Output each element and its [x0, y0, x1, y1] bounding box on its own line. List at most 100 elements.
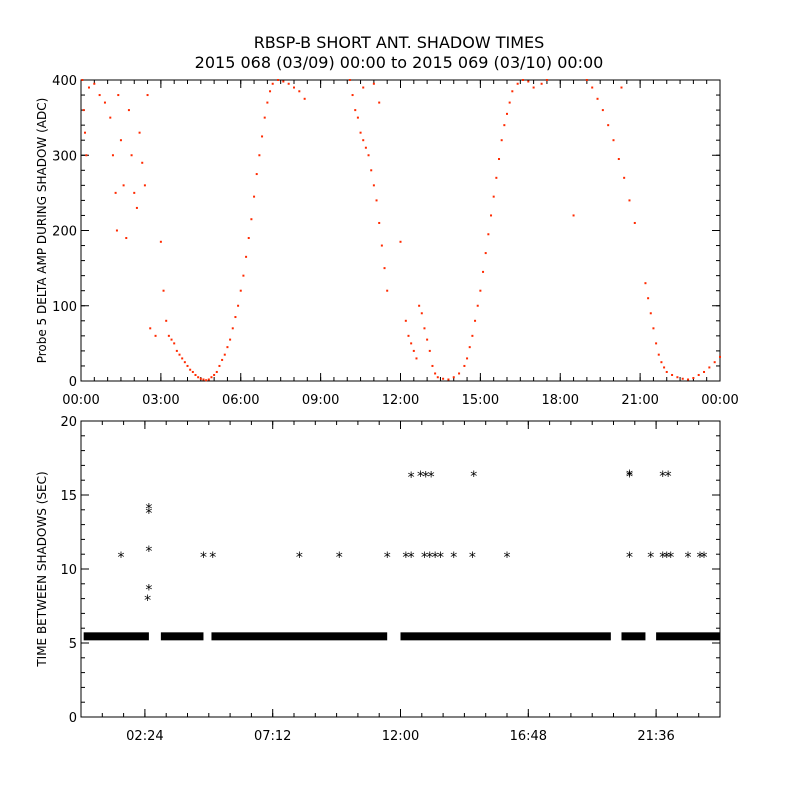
top-data-point — [303, 97, 306, 100]
top-data-point — [423, 327, 426, 330]
bottom-data-point: * — [117, 550, 124, 566]
top-data-point — [503, 124, 506, 127]
top-data-point — [119, 139, 122, 142]
top-data-point — [420, 312, 423, 315]
bottom-data-point: * — [659, 550, 666, 566]
top-data-point — [247, 237, 250, 240]
top-y-tick-label: 100 — [52, 300, 77, 315]
top-data-point — [521, 79, 524, 81]
top-data-point — [135, 206, 138, 209]
top-scatter-plot: 00:00 03:00 06:00 09:00 12:00 15:00 18:00 21:00… — [35, 74, 739, 408]
top-data-point — [471, 334, 474, 337]
top-x-tick-label: 03:00 — [142, 393, 179, 408]
bottom-data-point: * — [626, 470, 633, 486]
bottom-baseline-band — [621, 632, 646, 641]
top-data-point — [708, 366, 711, 369]
top-data-point — [111, 154, 114, 157]
chart-title-line2: 2015 068 (03/09) 00:00 to 2015 069 (03/1… — [195, 53, 604, 72]
top-data-point — [665, 370, 668, 373]
top-data-point — [623, 176, 626, 179]
top-data-point — [130, 154, 133, 157]
top-data-point — [194, 373, 197, 376]
bottom-data-point: * — [469, 550, 476, 566]
top-data-point — [490, 214, 493, 217]
bottom-data-point: * — [145, 583, 152, 599]
top-data-point — [713, 361, 716, 364]
top-data-point — [173, 342, 176, 345]
top-data-point — [652, 327, 655, 330]
bottom-baseline-band — [656, 632, 720, 641]
top-data-point — [197, 376, 200, 379]
top-data-point — [367, 154, 370, 157]
top-data-point — [585, 79, 588, 81]
top-data-point — [348, 79, 351, 81]
top-x-tick-label: 15:00 — [462, 393, 499, 408]
top-data-point — [383, 267, 386, 270]
top-data-point — [596, 97, 599, 100]
top-data-point — [159, 240, 162, 243]
top-y-axis-label: Probe 5 DELTA AMP DURING SHADOW (ADC) — [35, 98, 49, 364]
top-data-point — [245, 255, 248, 258]
top-data-point — [81, 79, 84, 81]
top-data-point — [511, 90, 514, 93]
top-data-point — [482, 270, 485, 273]
top-data-point — [612, 139, 615, 142]
bottom-baseline-band — [400, 632, 611, 641]
top-x-tick-label: 00:00 — [62, 393, 99, 408]
top-x-tick-label: 09:00 — [302, 393, 339, 408]
top-data-point — [170, 338, 173, 341]
top-data-point — [540, 82, 543, 85]
top-data-point — [545, 79, 548, 81]
top-data-point — [215, 370, 218, 373]
top-data-point — [221, 358, 224, 361]
bottom-data-point: * — [450, 550, 457, 566]
top-data-point — [162, 289, 165, 292]
top-data-point — [218, 364, 221, 367]
top-data-point — [271, 82, 274, 85]
bottom-data-point: * — [685, 550, 692, 566]
bottom-data-point: * — [626, 550, 633, 566]
top-data-point — [617, 158, 620, 161]
top-data-point — [143, 184, 146, 187]
top-data-point — [356, 116, 359, 119]
bottom-data-point: * — [659, 469, 666, 485]
top-data-point — [434, 372, 437, 375]
top-data-point — [378, 101, 381, 104]
top-data-point — [175, 349, 178, 352]
top-data-point — [370, 169, 373, 172]
bottom-plot-frame — [80, 420, 721, 718]
bottom-data-point: * — [647, 550, 654, 566]
bottom-data-point: * — [384, 550, 391, 566]
bottom-data-point: * — [209, 550, 216, 566]
top-data-point — [498, 158, 501, 161]
top-data-point — [298, 90, 301, 93]
bottom-data-point: * — [408, 470, 415, 486]
top-data-point — [82, 109, 85, 112]
top-data-point — [138, 131, 141, 134]
bottom-baseline-band — [160, 632, 204, 641]
top-data-point — [293, 86, 295, 89]
bottom-x-tick-label: 21:36 — [637, 729, 674, 744]
bottom-data-point: * — [470, 469, 477, 485]
top-data-point — [649, 312, 652, 315]
top-x-tick-label: 06:00 — [222, 393, 259, 408]
top-data-point — [165, 319, 168, 322]
top-data-point — [359, 131, 362, 134]
bottom-scatter-plot: 02:24 07:12 12:00 16:48 21:36 0 5 10 15 20 TIME BE… — [35, 415, 721, 744]
top-data-point — [660, 361, 663, 364]
top-data-point — [484, 252, 487, 255]
bottom-data-point: * — [422, 470, 429, 486]
top-data-point — [372, 184, 375, 187]
bottom-y-axis-label: TIME BETWEEN SHADOWS (SEC) — [35, 471, 49, 667]
bottom-data-point: * — [145, 506, 152, 522]
top-data-point — [269, 90, 272, 93]
bottom-data-point: * — [144, 593, 151, 609]
top-data-point — [426, 338, 429, 341]
top-data-point — [418, 304, 421, 307]
top-data-point — [191, 370, 194, 373]
bottom-data-point: * — [421, 550, 428, 566]
top-data-point — [508, 101, 511, 104]
top-data-point — [676, 376, 679, 379]
bottom-data-point: * — [200, 550, 207, 566]
